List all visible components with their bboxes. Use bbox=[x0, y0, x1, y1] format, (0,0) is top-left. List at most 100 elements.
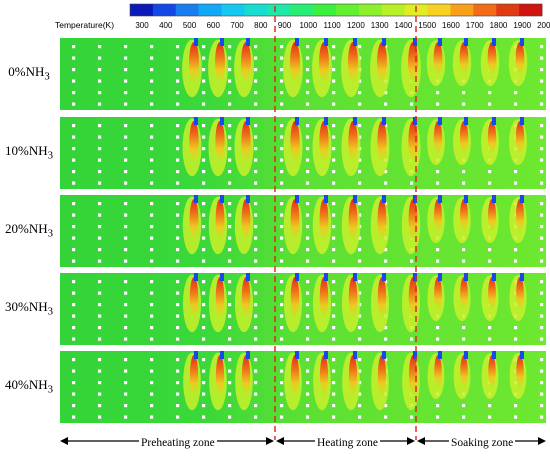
billet-marker bbox=[176, 259, 180, 263]
billet-marker bbox=[280, 326, 284, 330]
colorbar-swatch bbox=[313, 4, 337, 16]
billet-marker bbox=[124, 158, 128, 162]
billet-marker bbox=[72, 158, 76, 162]
billet-marker bbox=[462, 102, 466, 106]
billet-marker bbox=[176, 158, 180, 162]
billet-marker bbox=[228, 291, 232, 295]
billet-marker bbox=[280, 79, 284, 83]
billet-marker bbox=[254, 259, 258, 263]
billet-marker bbox=[280, 170, 284, 174]
billet-marker bbox=[254, 326, 258, 330]
arrow-head bbox=[417, 437, 425, 445]
billet-marker bbox=[306, 213, 310, 217]
billet-marker bbox=[228, 358, 232, 362]
billet-marker bbox=[124, 303, 128, 307]
billet-marker bbox=[514, 170, 518, 174]
billet-marker bbox=[202, 291, 206, 295]
panel-field bbox=[60, 38, 546, 110]
colorbar-tick-label: 1400 bbox=[395, 21, 413, 30]
billet-marker bbox=[72, 68, 76, 72]
billet-marker bbox=[410, 415, 414, 419]
billet-marker bbox=[488, 337, 492, 341]
colorbar-swatch bbox=[198, 4, 222, 16]
billet-marker bbox=[540, 181, 544, 185]
flame-core bbox=[488, 355, 496, 388]
billet-marker bbox=[124, 213, 128, 217]
billet-marker bbox=[306, 202, 310, 206]
billet-marker bbox=[124, 337, 128, 341]
billet-marker bbox=[332, 404, 336, 408]
billet-marker bbox=[150, 56, 154, 60]
burner-inlet bbox=[220, 351, 224, 359]
billet-marker bbox=[72, 91, 76, 95]
billet-marker bbox=[124, 170, 128, 174]
billet-marker bbox=[150, 303, 154, 307]
billet-marker bbox=[124, 381, 128, 385]
billet-marker bbox=[436, 337, 440, 341]
billet-marker bbox=[358, 326, 362, 330]
billet-marker bbox=[514, 248, 518, 252]
billet-marker bbox=[202, 415, 206, 419]
billet-marker bbox=[280, 381, 284, 385]
panel-label: 10%NH3 bbox=[0, 143, 58, 162]
billet-marker bbox=[306, 259, 310, 263]
billet-marker bbox=[98, 280, 102, 284]
billet-marker bbox=[202, 147, 206, 151]
panel-field bbox=[60, 273, 546, 345]
colorbar-swatch bbox=[473, 4, 497, 16]
billet-marker bbox=[306, 404, 310, 408]
panel-label: 40%NH3 bbox=[0, 377, 58, 396]
billet-marker bbox=[124, 415, 128, 419]
billet-marker bbox=[306, 337, 310, 341]
flame-core bbox=[319, 199, 329, 240]
billet-marker bbox=[540, 56, 544, 60]
billet-marker bbox=[124, 45, 128, 49]
billet-marker bbox=[540, 303, 544, 307]
burner-inlet bbox=[438, 273, 442, 281]
billet-marker bbox=[280, 147, 284, 151]
billet-marker bbox=[540, 135, 544, 139]
flame-core bbox=[434, 199, 442, 232]
billet-marker bbox=[228, 79, 232, 83]
colorbar-swatch bbox=[175, 4, 200, 16]
billet-marker bbox=[124, 68, 128, 72]
billet-marker bbox=[540, 291, 544, 295]
billet-marker bbox=[540, 236, 544, 240]
billet-marker bbox=[176, 248, 180, 252]
burner-inlet bbox=[413, 273, 417, 281]
billet-marker bbox=[72, 213, 76, 217]
billet-marker bbox=[72, 337, 76, 341]
zone-label-soaking: Soaking zone bbox=[449, 437, 516, 449]
billet-marker bbox=[98, 404, 102, 408]
billet-marker bbox=[202, 91, 206, 95]
burner-inlet bbox=[464, 351, 468, 359]
burner-inlet bbox=[520, 273, 524, 281]
billet-marker bbox=[332, 415, 336, 419]
flame-core bbox=[408, 42, 418, 83]
billet-marker bbox=[332, 381, 336, 385]
billet-marker bbox=[202, 358, 206, 362]
flame-core bbox=[515, 121, 525, 154]
billet-marker bbox=[540, 381, 544, 385]
billet-marker bbox=[280, 291, 284, 295]
billet-marker bbox=[410, 337, 414, 341]
billet-marker bbox=[358, 91, 362, 95]
billet-marker bbox=[332, 124, 336, 128]
billet-marker bbox=[98, 181, 102, 185]
burner-inlet bbox=[413, 351, 417, 359]
billet-marker bbox=[280, 213, 284, 217]
burner-inlet bbox=[492, 38, 496, 46]
billet-marker bbox=[202, 236, 206, 240]
billet-marker bbox=[124, 392, 128, 396]
billet-marker bbox=[124, 102, 128, 106]
billet-marker bbox=[514, 181, 518, 185]
flame-core bbox=[215, 42, 225, 83]
billet-marker bbox=[306, 79, 310, 83]
billet-marker bbox=[150, 381, 154, 385]
colorbar-swatch bbox=[267, 4, 291, 16]
billet-marker bbox=[306, 326, 310, 330]
billet-marker bbox=[280, 280, 284, 284]
billet-marker bbox=[540, 213, 544, 217]
flame-core bbox=[459, 42, 469, 75]
billet-marker bbox=[306, 280, 310, 284]
